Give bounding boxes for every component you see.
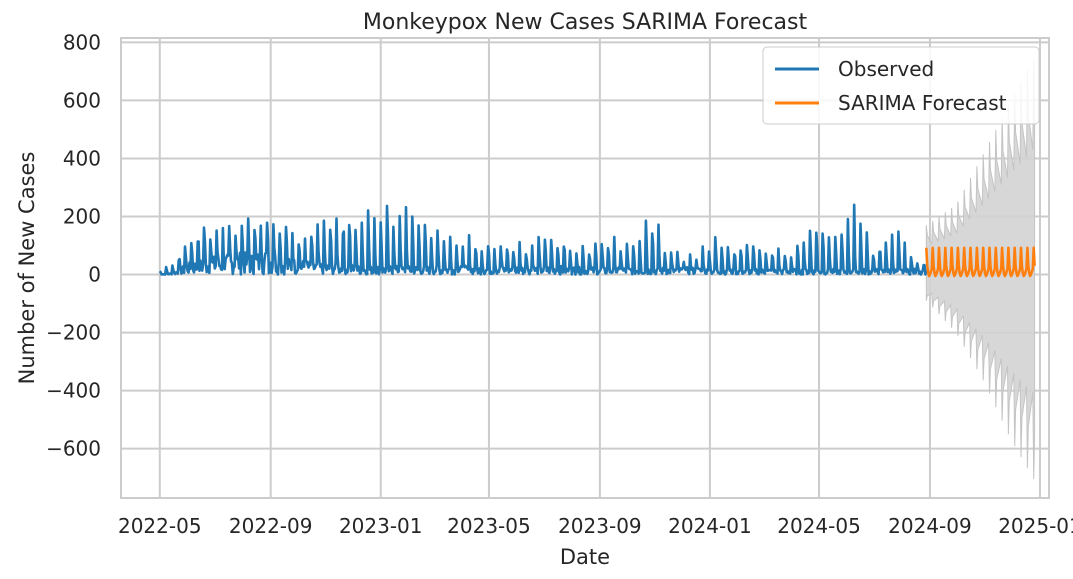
legend: Observed SARIMA Forecast (762, 46, 1040, 125)
x-axis-label: Date (560, 545, 610, 569)
y-tick-label: 800 (63, 30, 101, 54)
confidence-band (925, 58, 1036, 480)
y-tick-label: 200 (63, 204, 101, 228)
y-axis-label: Number of New Cases (15, 152, 39, 385)
forecast-line (925, 246, 1036, 278)
y-tick-labels: 800 600 400 200 0 −200 −400 −600 (46, 30, 101, 460)
y-tick-label: −600 (46, 437, 101, 461)
x-tick-label: 2023-05 (447, 514, 531, 538)
legend-label-observed: Observed (838, 57, 934, 81)
chart-title: Monkeypox New Cases SARIMA Forecast (363, 10, 808, 35)
y-tick-label: −200 (46, 321, 101, 345)
x-tick-label: 2022-09 (229, 514, 313, 538)
y-tick-label: 0 (88, 263, 101, 287)
y-tick-label: −400 (46, 379, 101, 403)
plot-frame (120, 37, 1050, 499)
x-tick-label: 2022-05 (118, 514, 202, 538)
x-tick-label: 2024-09 (888, 514, 972, 538)
x-tick-label: 2023-09 (558, 514, 642, 538)
x-tick-label: 2024-05 (777, 514, 861, 538)
series-layer (158, 203, 1036, 278)
observed-line (158, 203, 928, 276)
x-tick-labels: 2022-05 2022-09 2023-01 2023-05 2023-09 2024-… (118, 514, 1073, 538)
confidence-interval (925, 58, 1036, 480)
x-tick-label: 2024-01 (668, 514, 752, 538)
x-tick-label: 2023-01 (339, 514, 423, 538)
y-tick-label: 600 (63, 88, 101, 112)
y-tick-label: 400 (63, 146, 101, 170)
x-tick-label: 2025-01 (998, 514, 1073, 538)
legend-label-forecast: SARIMA Forecast (838, 91, 1007, 115)
legend-box (762, 46, 1040, 125)
